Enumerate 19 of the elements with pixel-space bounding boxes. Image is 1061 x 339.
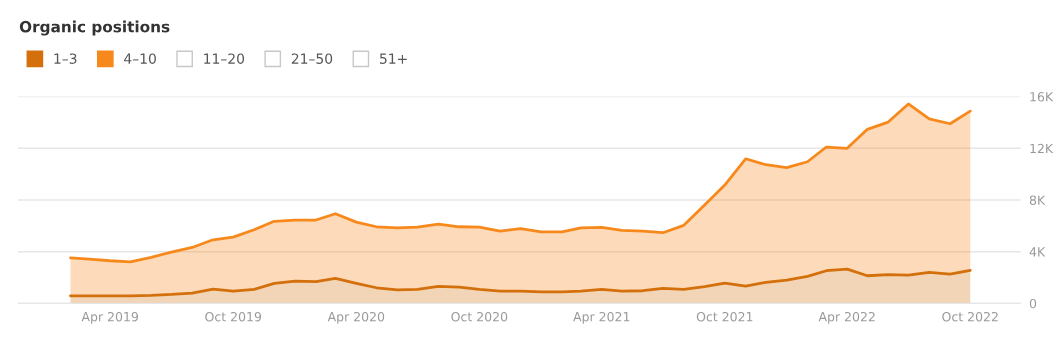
x-tick-label: Oct 2021 bbox=[696, 311, 753, 322]
y-tick-label: 4K bbox=[1029, 247, 1046, 257]
x-tick-label: Apr 2019 bbox=[81, 311, 138, 324]
x-tick-label: Oct 2020 bbox=[451, 311, 508, 322]
legend-label: 11–20 bbox=[204, 53, 245, 64]
x-tick-label: Apr 2022 bbox=[818, 311, 875, 324]
y-tick-label: 0 bbox=[1029, 298, 1037, 309]
x-tick-label: Oct 2022 bbox=[942, 311, 998, 322]
x-tick-label: Apr 2020 bbox=[327, 311, 385, 324]
y-tick-label: 12K bbox=[1030, 143, 1054, 154]
y-tick-label: 8K bbox=[1029, 195, 1046, 205]
y-tick-label: 16K bbox=[1030, 92, 1054, 102]
legend-label: 4–10 bbox=[124, 53, 156, 64]
legend-label: 21–50 bbox=[291, 53, 333, 64]
legend-label: 1–3 bbox=[54, 53, 77, 64]
x-tick-label: Oct 2019 bbox=[205, 311, 262, 322]
legend-label: 51+ bbox=[379, 53, 407, 64]
chart-title: Organic positions bbox=[19, 20, 170, 36]
x-tick-label: Apr 2021 bbox=[573, 311, 630, 324]
